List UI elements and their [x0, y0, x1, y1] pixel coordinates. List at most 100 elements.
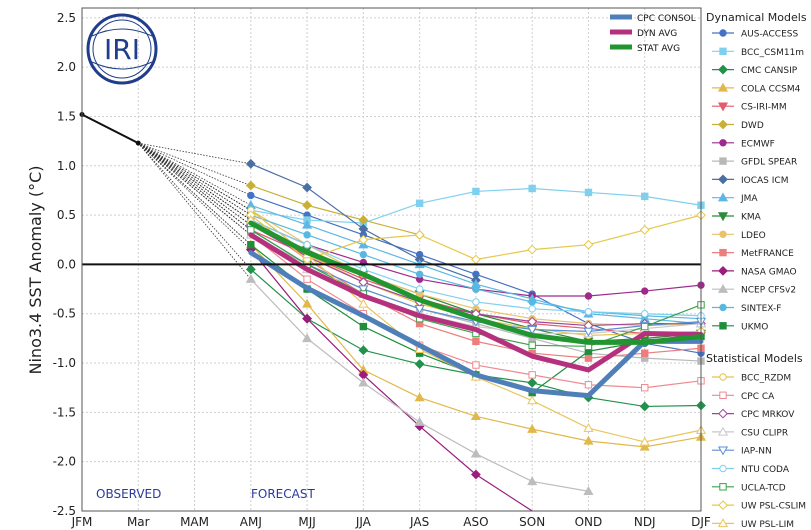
- statistical-model-point: [303, 275, 311, 283]
- statistical-model-point: [583, 327, 594, 337]
- dynamical-model-point: [415, 199, 424, 207]
- statistical-model-point: [528, 341, 536, 350]
- legend-label: IAP-NN: [741, 447, 772, 457]
- x-tick-label: ASO: [463, 515, 488, 529]
- series-lines: [79, 112, 707, 512]
- dynamical-model-point: [584, 188, 593, 197]
- legend-label: UW PSL-LIM: [741, 520, 794, 530]
- dynamical-model-line: [250, 184, 420, 236]
- y-tick-label: 0.5: [57, 208, 76, 222]
- legend-swatch-marker: [719, 157, 727, 165]
- legend-label: COLA CCSM4: [741, 84, 801, 94]
- dynamical-model-point: [471, 469, 481, 480]
- statistical-model-point: [527, 325, 538, 335]
- statistical-model-point: [641, 384, 649, 392]
- observed-connector: [137, 142, 252, 250]
- statistical-model-point: [414, 305, 425, 315]
- legend-label: CPC MRKOV: [741, 410, 795, 420]
- legend-label: IOCAS ICM: [741, 176, 788, 186]
- statistical-model-point: [641, 310, 649, 318]
- legend-swatch-marker: [719, 373, 727, 381]
- legend-label: BCC_CSM11m: [741, 48, 804, 58]
- dynamical-model-point: [414, 392, 425, 402]
- x-tick-label: JJA: [355, 515, 372, 529]
- legend-label: AUS-ACCESS: [741, 30, 798, 40]
- legend-label: NCEP CFSv2: [741, 286, 796, 296]
- dynamical-model-point: [472, 187, 480, 196]
- statistical-model-point: [414, 229, 425, 240]
- y-axis-label: Nino3.4 SST Anomaly (°C): [26, 166, 45, 375]
- x-axis-tick-labels: JFM Mar MAM AMJ MJJ JJA JAS ASO SON OND NDJ DJF: [71, 515, 711, 529]
- series-uw-psl-cslim: [138, 142, 706, 265]
- legend-swatch-marker: [717, 102, 729, 112]
- y-tick-label: 1.0: [57, 159, 76, 173]
- legend-label: SINTEX-F: [741, 304, 781, 314]
- legend-swatch-marker: [717, 283, 729, 293]
- y-tick-label: 0.0: [57, 257, 76, 271]
- y-tick-label: -1.5: [53, 405, 76, 419]
- dynamical-model-point: [641, 192, 649, 201]
- statistical-model-point: [358, 298, 369, 308]
- y-tick-label: 2.0: [57, 60, 76, 74]
- x-tick-label: MJJ: [298, 515, 315, 529]
- legend-label: CPC CA: [741, 392, 775, 402]
- y-tick-label: -0.5: [53, 307, 76, 321]
- observed-connector: [138, 142, 252, 231]
- dynamical-model-point: [639, 401, 650, 412]
- summary-stat-avg: [248, 220, 704, 345]
- dynamical-model-point: [247, 191, 255, 200]
- legend-swatch-marker: [719, 303, 727, 312]
- dynamical-model-point: [245, 158, 256, 169]
- dynamical-model-point: [639, 441, 650, 451]
- legend-swatch-marker: [719, 29, 727, 37]
- legend-label: NASA GMAO: [741, 267, 797, 277]
- legend-swatch-marker: [718, 64, 728, 75]
- legend-swatch-marker: [717, 426, 729, 436]
- legend-label: GFDL SPEAR: [741, 158, 797, 168]
- legend-swatch-marker: [719, 483, 727, 491]
- dynamical-model-point: [358, 224, 369, 234]
- dynamical-model-point: [302, 333, 313, 343]
- observed-connector: [138, 142, 252, 246]
- dynamical-model-point: [527, 476, 538, 486]
- observed-connector: [138, 142, 251, 165]
- legend-label: JMA: [740, 194, 758, 204]
- statistical-model-point: [472, 361, 480, 369]
- plot-frame: [81, 7, 702, 512]
- legend-label: UW PSL-CSLIM: [741, 502, 806, 512]
- legend-label: UKMO: [741, 322, 768, 332]
- dynamical-model-point: [472, 337, 480, 346]
- dynamical-model-point: [358, 377, 369, 387]
- legend-summary: CPC CONSOL DYN AVG STAT AVG: [610, 14, 696, 54]
- legend-swatch-marker: [717, 446, 729, 456]
- forecast-label: FORECAST: [251, 487, 315, 501]
- y-axis-tick-labels: -2.5 -2.0 -1.5 -1.0 -0.5 0.0 0.5 1.0 1.5 2.0 2.5: [53, 11, 76, 518]
- statistical-model-point: [584, 308, 593, 316]
- dynamical-model-point: [302, 298, 313, 308]
- legend-swatch-marker: [717, 212, 729, 222]
- observed-line: [81, 113, 139, 145]
- series-ncep-cfsv2: [137, 142, 594, 495]
- legend-label: DWD: [741, 121, 764, 131]
- dynamical-model-point: [583, 486, 594, 495]
- statistical-model-point: [247, 226, 255, 234]
- dynamical-model-point: [470, 411, 481, 421]
- dynamical-model-point: [302, 182, 312, 193]
- dynamical-model-point: [470, 448, 481, 458]
- legend-swatch-marker: [719, 391, 727, 400]
- statistical-legend-title: Statistical Models: [706, 352, 803, 365]
- legend-label: BCC_RZDM: [741, 374, 791, 384]
- statistical-model-point: [528, 305, 536, 313]
- x-tick-label: NDJ: [634, 515, 656, 529]
- dynamical-model-point: [527, 423, 538, 433]
- observed-connector: [137, 142, 252, 280]
- legend-swatch-marker: [717, 192, 729, 202]
- dynamical-model-point: [584, 292, 593, 300]
- dynamical-model-point: [247, 241, 255, 249]
- dynamical-model-point: [303, 231, 311, 239]
- statistical-model-point: [639, 436, 650, 446]
- statistical-model-point: [303, 241, 311, 249]
- dynamical-model-point: [472, 285, 480, 293]
- statistical-model-point: [358, 234, 369, 245]
